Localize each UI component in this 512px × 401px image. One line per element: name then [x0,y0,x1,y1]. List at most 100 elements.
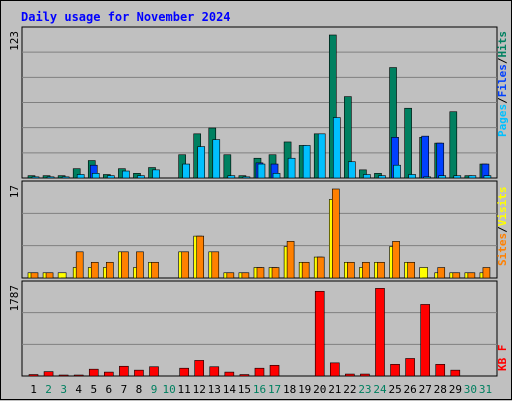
sites-bar [408,262,415,278]
pages-bar [32,177,39,178]
day-label: 18 [283,383,296,396]
sites-bar [317,257,324,278]
kbytes-bar [406,358,415,376]
pages-bar [469,176,476,178]
pages-bar [484,176,491,178]
kbytes-bar [360,374,369,376]
kbytes-bar [240,375,249,376]
kbytes-bar [421,304,430,376]
sites-bar [347,262,354,278]
pages-bar [394,165,401,178]
legend-sites-visits-visits: Visits [496,187,509,227]
sites-bar [197,236,204,278]
day-label: 31 [479,383,492,396]
day-label: 17 [268,383,281,396]
day-label: 8 [136,383,143,396]
kbytes-bar [225,372,234,376]
legend-hits-files-pages-pages: Pages [496,104,509,137]
sites-bar [136,252,143,278]
sites-bar [302,262,309,278]
kbytes-bar [195,360,204,376]
hits-bar [224,155,231,178]
day-label: 4 [75,383,82,396]
sites-bar [362,262,369,278]
pages-bar [439,176,446,178]
kbytes-bar [436,364,445,376]
day-label: 28 [434,383,447,396]
day-label: 3 [60,383,67,396]
sites-bar [393,241,400,278]
kbytes-max-label: 1787 [8,285,21,312]
files-bar [437,143,444,178]
sites-bar [332,189,339,278]
pages-bar [378,176,385,178]
sites-bar [31,273,38,278]
day-label: 24 [373,383,387,396]
kbytes-bar [315,291,324,376]
pages-bar [198,147,205,178]
sites-bar [483,268,490,278]
sites-bar [287,241,294,278]
pages-bar [424,177,431,178]
kbytes-bar [330,363,339,376]
pages-bar [213,140,220,178]
hits-max-label: 123 [8,31,21,51]
day-label: 11 [178,383,191,396]
visits-bar [420,268,428,278]
kbytes-bar [345,374,354,376]
day-label: 22 [343,383,356,396]
day-label: 26 [404,383,417,396]
sites-bar [106,262,113,278]
pages-bar [273,173,280,178]
sites-bar [212,252,219,278]
day-label: 14 [223,383,237,396]
files-bar [422,136,429,178]
legend-sites-visits-sites: Sites [496,233,509,266]
legend-hits-files-pages: Pages/Files/Hits [496,31,509,137]
kbytes-bar [29,375,38,376]
sites-bar [182,252,189,278]
pages-bar [288,158,295,178]
kbytes-bar [119,366,128,376]
kbytes-bar [150,367,159,376]
pages-bar [243,177,250,178]
kbytes-bar [391,364,400,376]
sites-bar [453,273,460,278]
day-label: 23 [358,383,371,396]
day-label: 13 [208,383,221,396]
day-label: 29 [449,383,462,396]
day-label: 6 [106,383,113,396]
kbytes-bar [210,367,219,376]
sites-bar [91,262,98,278]
pages-bar [153,170,160,178]
legend-hits-files-pages-files: Files [496,64,509,97]
hits-bar [405,108,412,178]
pages-bar [303,145,310,178]
legend-sites-visits: Sites/Visits [496,187,509,267]
kbytes-bar [104,372,113,376]
pages-bar [122,171,129,178]
pages-bar [107,176,114,178]
visits-bar [58,273,66,278]
sites-bar [257,268,264,278]
day-label: 21 [328,383,341,396]
kbytes-bar [180,368,189,376]
kbytes-bar [89,369,98,376]
day-label: 2 [45,383,52,396]
pages-bar [47,177,54,178]
sites-bar [152,262,159,278]
kbytes-bar [134,370,143,376]
sites-bar [242,273,249,278]
day-label: 30 [464,383,477,396]
day-label: 1 [30,383,37,396]
sites-bar [227,273,234,278]
hits-bar [450,112,457,178]
pages-bar [258,164,265,178]
kbytes-bar [270,365,279,376]
sites-bar [46,273,53,278]
pages-bar [348,162,355,178]
kbytes-bar [255,368,264,376]
kbytes-bar [44,372,53,376]
kbytes-bar [59,375,68,376]
